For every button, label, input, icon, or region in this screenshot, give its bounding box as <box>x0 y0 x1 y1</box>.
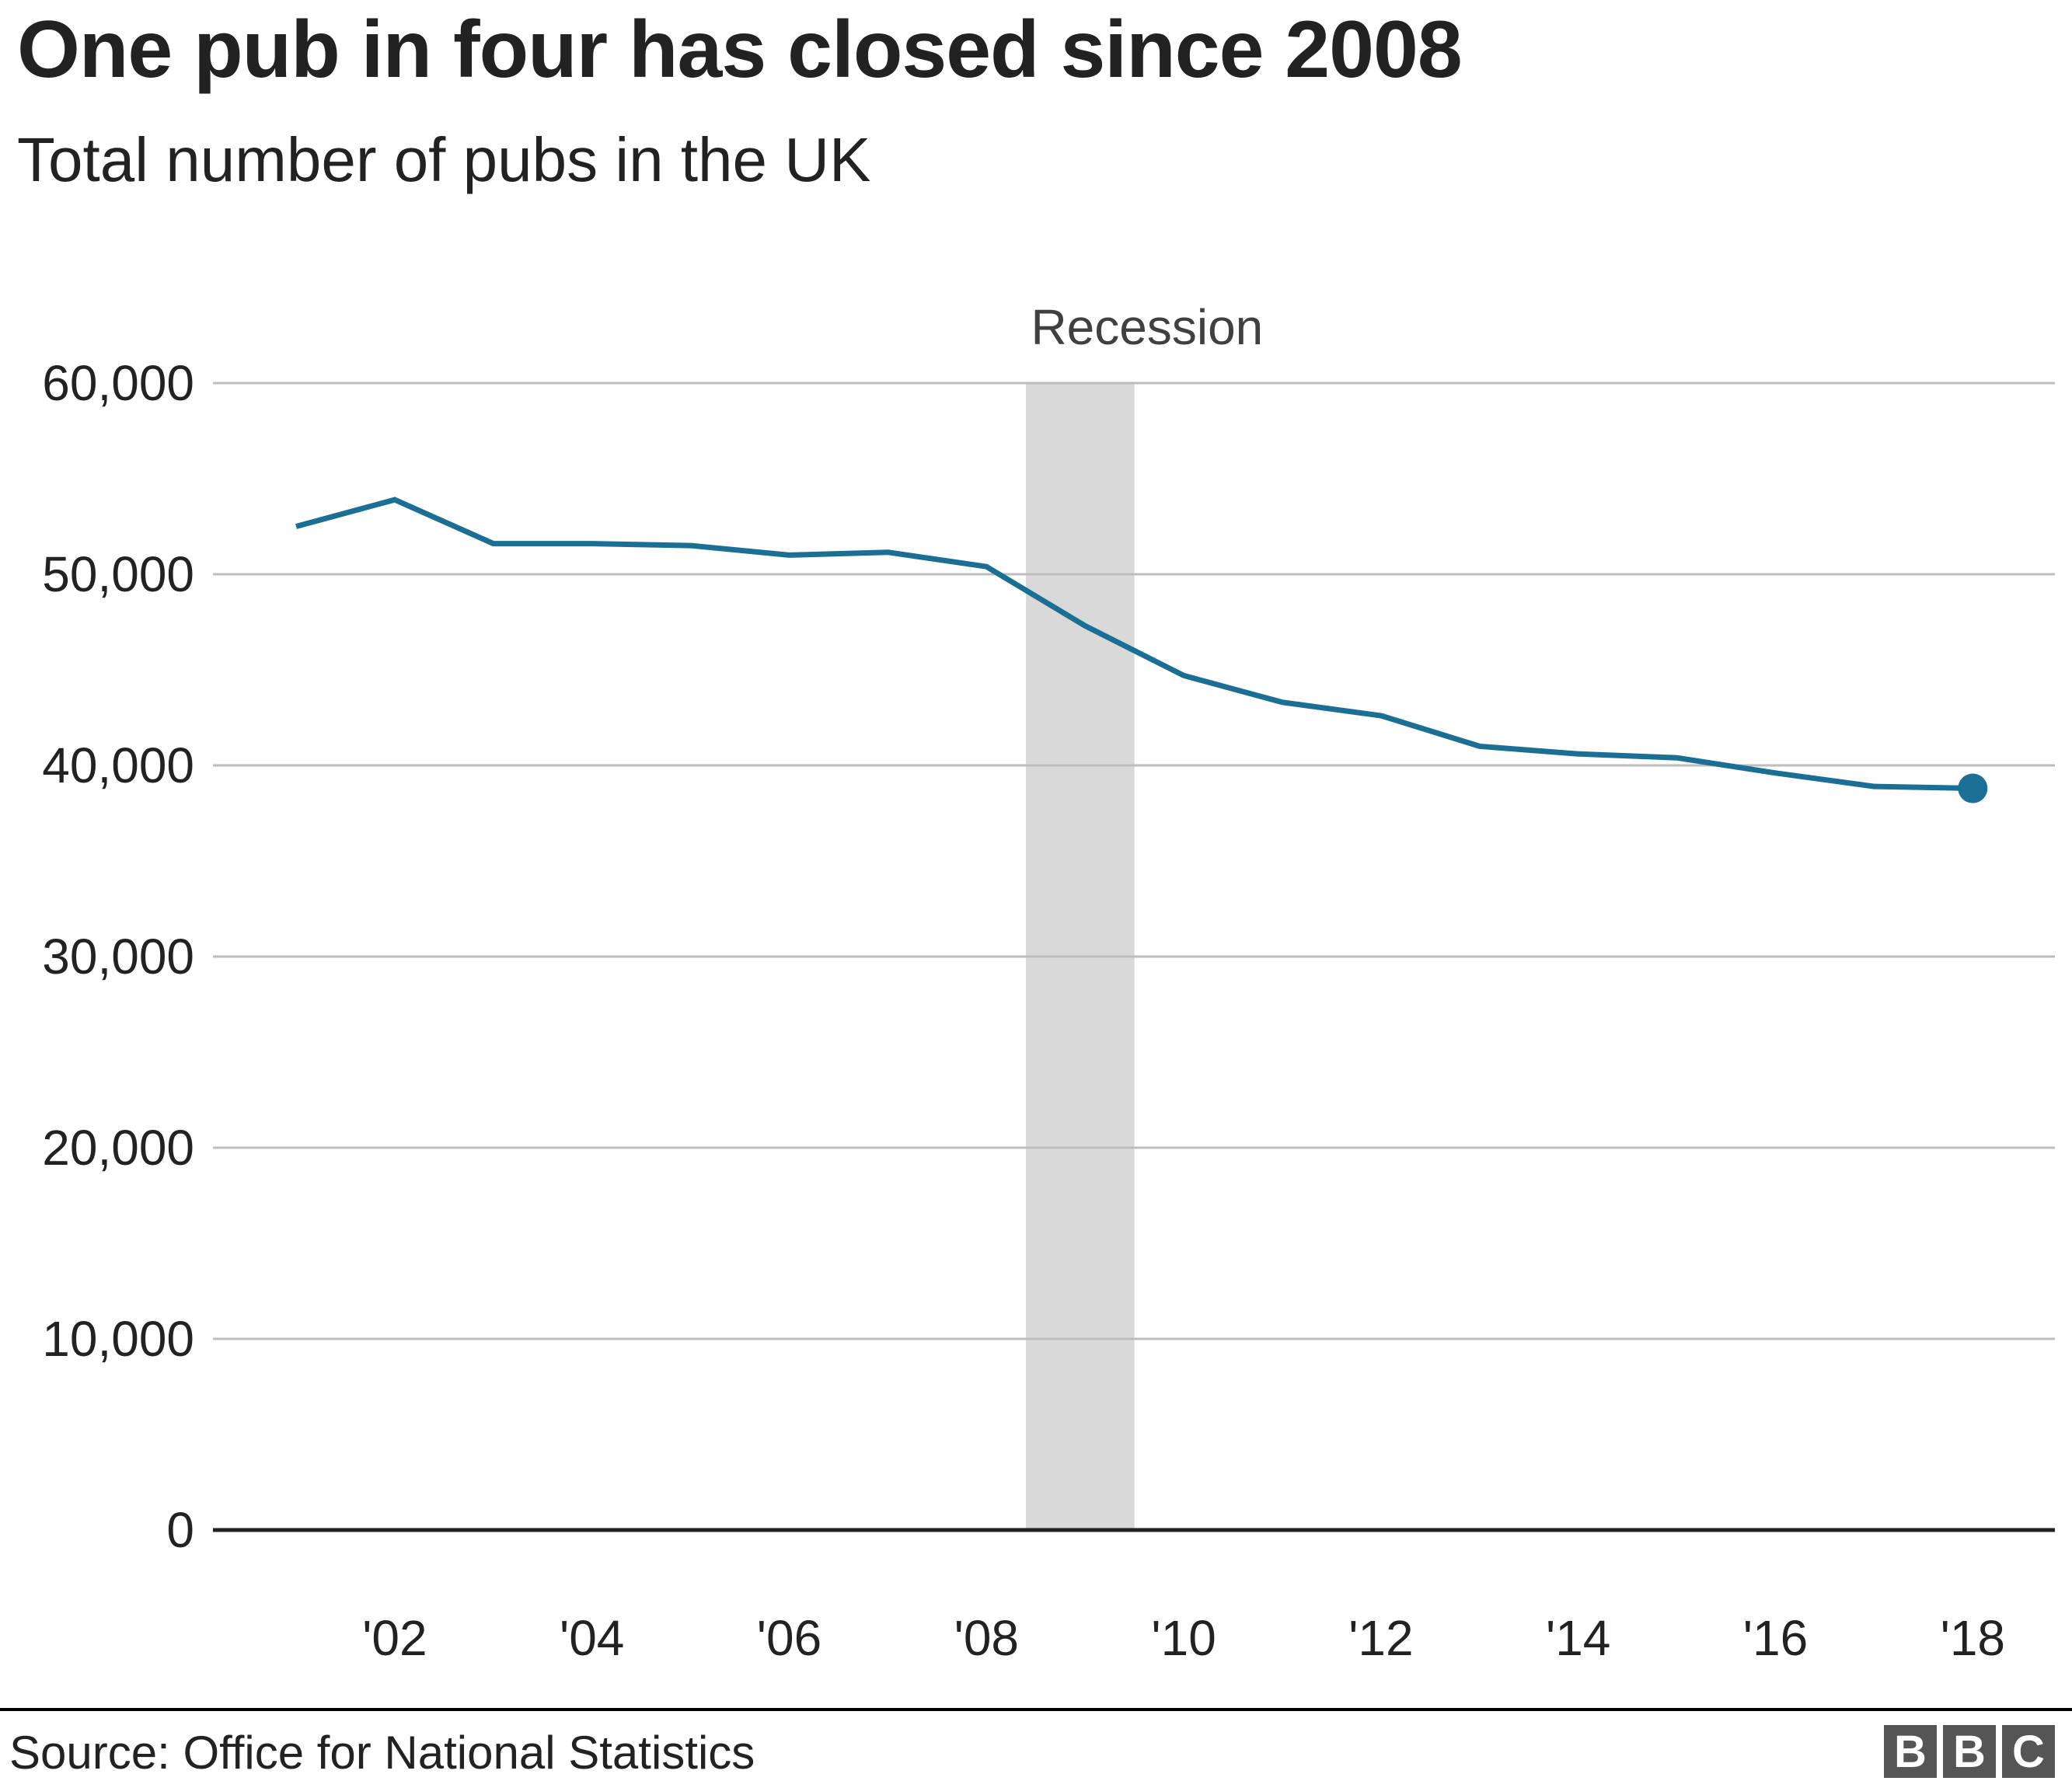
y-tick-label: 30,000 <box>42 929 194 985</box>
x-tick-label: '04 <box>560 1610 624 1666</box>
bbc-logo-block: B <box>1884 1725 1937 1778</box>
bbc-logo: B B C <box>1884 1725 2055 1778</box>
series-line <box>295 497 1988 803</box>
bbc-logo-block: C <box>2002 1725 2055 1778</box>
x-tick-label: '06 <box>757 1610 821 1666</box>
recession-label: Recession <box>1031 299 1263 355</box>
recession-label-text: Recession <box>1031 299 1263 355</box>
y-axis-labels: 0 10,000 20,000 30,000 40,000 50,000 60,000 <box>42 355 194 1558</box>
y-tick-label: 10,000 <box>42 1311 194 1367</box>
y-tick-label: 40,000 <box>42 737 194 793</box>
x-tick-label: '18 <box>1941 1610 2005 1666</box>
x-tick-label: '14 <box>1546 1610 1610 1666</box>
gridlines <box>213 382 2055 1532</box>
y-tick-label: 20,000 <box>42 1120 194 1176</box>
y-tick-label: 50,000 <box>42 546 194 602</box>
x-tick-label: '12 <box>1348 1610 1413 1666</box>
x-tick-label: '10 <box>1151 1610 1216 1666</box>
bbc-logo-block: B <box>1943 1725 1996 1778</box>
y-tick-label: 60,000 <box>42 355 194 411</box>
end-point-marker <box>1958 773 1988 803</box>
x-tick-label: '16 <box>1743 1610 1808 1666</box>
chart-title: One pub in four has closed since 2008 <box>17 5 1463 95</box>
chart-subtitle: Total number of pubs in the UK <box>17 125 871 194</box>
x-tick-label: '08 <box>954 1610 1019 1666</box>
y-tick-label: 0 <box>166 1502 194 1558</box>
footer-divider <box>0 1708 2072 1711</box>
x-tick-label: '02 <box>362 1610 427 1666</box>
series-polyline <box>295 497 1973 791</box>
source-note: Source: Office for National Statistics <box>9 1727 755 1779</box>
x-axis-labels: '02 '04 '06 '08 '10 '12 '14 '16 '18 <box>362 1610 2005 1666</box>
